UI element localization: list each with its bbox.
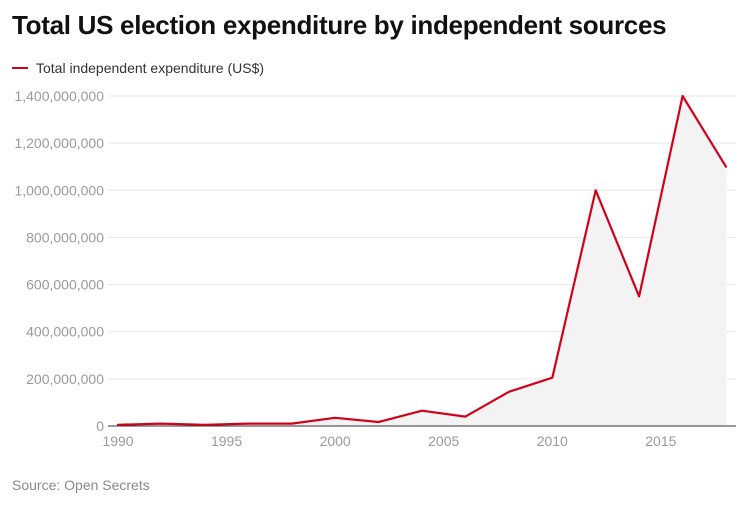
y-tick-label: 800,000,000 <box>26 229 104 245</box>
x-tick-label: 2010 <box>537 433 568 449</box>
x-tick-label: 2000 <box>320 433 351 449</box>
x-tick-label: 1990 <box>102 433 133 449</box>
chart-title: Total US election expenditure by indepen… <box>12 10 667 40</box>
area-fill-group <box>118 96 726 426</box>
y-tick-label: 400,000,000 <box>26 324 104 340</box>
y-tick-label: 1,400,000,000 <box>14 88 104 104</box>
y-tick-label: 1,200,000,000 <box>14 135 104 151</box>
series-area-fill <box>118 96 726 426</box>
grid-lines <box>108 95 736 380</box>
y-tick-label: 1,000,000,000 <box>14 182 104 198</box>
y-tick-label: 600,000,000 <box>26 277 104 293</box>
series-line-group <box>116 94 728 426</box>
series-line <box>116 94 728 426</box>
chart-legend: Total independent expenditure (US$) <box>12 60 264 76</box>
legend-label: Total independent expenditure (US$) <box>36 60 265 76</box>
x-tick-labels: 1990 1995 2000 2005 2010 2015 <box>102 433 676 449</box>
y-tick-labels: 0 200,000,000 400,000,000 600,000,000 800,00… <box>14 88 104 434</box>
y-tick-label: 0 <box>96 418 104 434</box>
x-tick-label: 2015 <box>645 433 676 449</box>
x-tick-label: 1995 <box>211 433 242 449</box>
legend-swatch <box>12 67 28 69</box>
y-tick-label: 200,000,000 <box>26 371 104 387</box>
chart-source: Source: Open Secrets <box>12 477 150 493</box>
x-tick-label: 2005 <box>428 433 459 449</box>
